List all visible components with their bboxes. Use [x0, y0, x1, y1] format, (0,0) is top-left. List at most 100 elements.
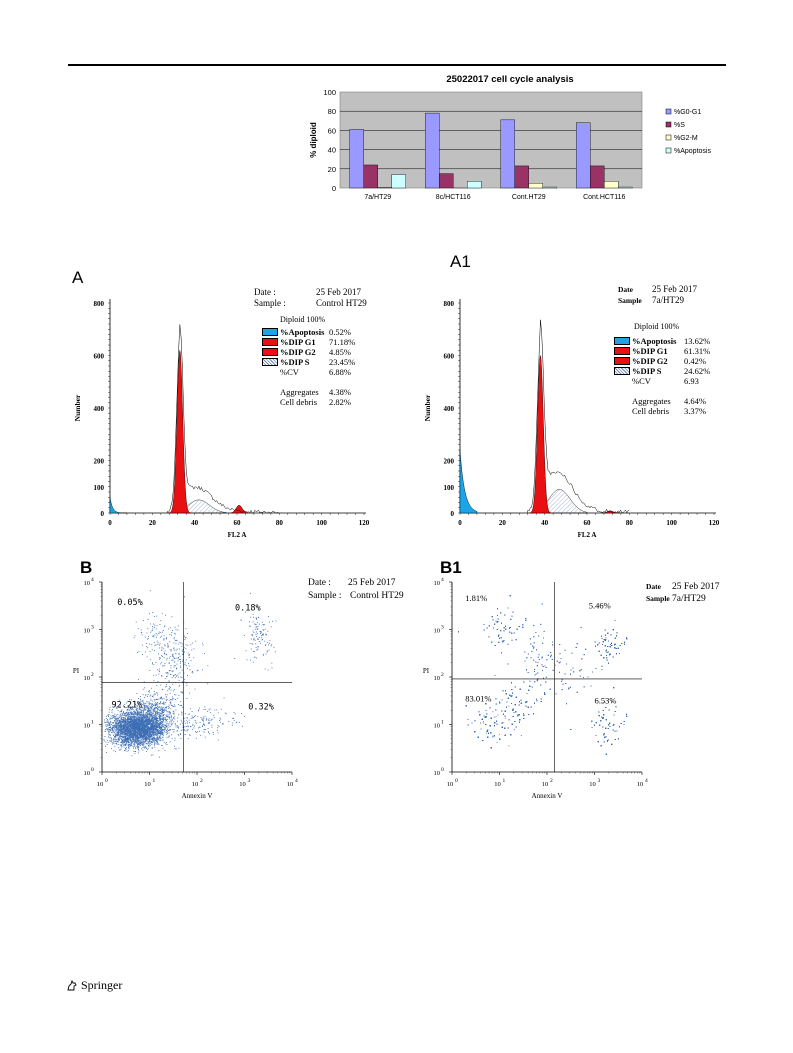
event-dots	[458, 595, 628, 755]
legend-swatch	[665, 134, 672, 141]
apoptosis-region	[459, 449, 478, 514]
debris-value: 2.82%	[329, 397, 351, 407]
legend-value: 24.62%	[684, 366, 711, 376]
legend-extra-row: Cell debris 3.37%	[614, 406, 724, 416]
x-tick-exponent: 4	[645, 778, 648, 784]
y-tick-label: 10	[84, 675, 91, 682]
legend-extra-row: %CV 6.88%	[262, 367, 372, 377]
quadrant-label-ul: 0.05%	[117, 598, 143, 608]
x-tick-label: 10	[144, 781, 151, 788]
y-tick-label: 10	[434, 675, 441, 682]
y-tick-label: 20	[328, 165, 336, 174]
raw-histogram-outline	[166, 324, 280, 514]
y-tick-label: 800	[444, 300, 455, 308]
aggregates-label: Aggregates	[280, 387, 319, 397]
quadrant-label-lr: 0.32%	[248, 702, 274, 712]
x-tick-label: 80	[626, 519, 634, 527]
legend-name: %DIP G2	[280, 347, 316, 357]
sample-value: 7a/HT29	[652, 295, 684, 305]
panel-a-header: Date : 25 Feb 2017 Sample : Control HT29	[254, 287, 367, 309]
legend-value: 0.42%	[684, 356, 706, 366]
cv-label: %CV	[632, 376, 651, 386]
bar	[467, 181, 482, 189]
bar	[514, 165, 529, 189]
publisher-logo: Springer	[66, 978, 122, 993]
bar	[604, 181, 619, 189]
y-axis-label: % diploid	[309, 122, 318, 158]
y-tick-exponent: 3	[441, 625, 444, 631]
x-tick-label: 10	[637, 781, 644, 788]
event-dots	[103, 590, 277, 758]
legend-swatch	[665, 121, 672, 128]
y-tick-exponent: 3	[91, 625, 94, 631]
bar	[542, 186, 557, 189]
date-label: Date	[646, 582, 661, 591]
sample-label: Sample :	[254, 298, 286, 308]
x-tick-label: 10	[447, 781, 454, 788]
x-tick-label: 10	[239, 781, 246, 788]
date-label: Date	[618, 285, 633, 294]
sample-value: Control HT29	[350, 591, 404, 601]
cell-cycle-bar-chart: 25022017 cell cycle analysis 0 20 40 60 80 10…	[290, 70, 730, 210]
sample-value: Control HT29	[316, 298, 367, 308]
legend-value: 4.85%	[329, 347, 351, 357]
raw-histogram-outline	[527, 319, 630, 514]
legend-swatch	[614, 357, 630, 365]
x-tick-label: 40	[541, 519, 549, 527]
quadrant-label-ur: 5.46%	[589, 601, 611, 611]
bar	[363, 164, 378, 189]
cell-cycle-legend-a1: %Apoptosis 13.62% %DIP G1 61.31% %DIP G2 0.42…	[614, 336, 724, 416]
x-tick-label: 60	[584, 519, 592, 527]
x-axis-label: Annexin V	[182, 792, 213, 800]
legend-row: %Apoptosis 0.52%	[262, 327, 372, 337]
legend-value: 71.18%	[329, 337, 356, 347]
y-tick-label: 0	[451, 510, 455, 518]
legend-extra-row: Aggregates 4.64%	[614, 396, 724, 406]
x-tick-exponent: 3	[248, 778, 251, 784]
x-axis-label: FL2 A	[228, 531, 247, 539]
panel-b1-header: Date 25 Feb 2017 Sample 7a/HT29	[646, 581, 720, 605]
publisher-name: Springer	[81, 978, 123, 992]
quadrant-label-ur: 0.18%	[235, 604, 261, 614]
y-tick-exponent: 1	[91, 720, 94, 726]
legend-extra-row: %CV 6.93	[614, 376, 724, 386]
date-value: 25 Feb 2017	[348, 578, 396, 588]
sample-label: Sample	[618, 296, 642, 305]
x-tick-label: Cont.HCT116	[583, 194, 625, 201]
date-label: Date :	[254, 287, 276, 297]
y-tick-label: 40	[328, 146, 336, 155]
y-tick-exponent: 4	[441, 577, 444, 583]
dip-s-region	[544, 489, 588, 514]
quadrant-label-ul: 1.81%	[465, 593, 487, 603]
y-tick-label: 60	[328, 126, 336, 135]
sample-label: Sample :	[308, 591, 342, 601]
legend-name: %DIP G1	[632, 346, 668, 356]
x-tick-label: 10	[192, 781, 199, 788]
springer-horse-icon	[67, 979, 77, 990]
y-tick-label: 200	[444, 458, 455, 466]
dip-s-region	[183, 499, 227, 514]
date-value: 25 Feb 2017	[672, 582, 720, 592]
header-rule	[68, 64, 726, 66]
x-tick-exponent: 3	[598, 778, 601, 784]
legend-extra-row: Aggregates 4.38%	[262, 387, 372, 397]
panel-letter-b1: B1	[440, 558, 462, 577]
y-tick-label: 10	[434, 628, 441, 635]
legend-name: %DIP S	[280, 357, 310, 367]
legend-name: %DIP S	[632, 366, 662, 376]
sample-label: Sample	[646, 594, 670, 603]
y-tick-exponent: 0	[91, 767, 94, 773]
quadrant-label-ll: 83.01%	[465, 694, 491, 704]
legend-swatch	[614, 367, 630, 375]
x-tick-label: 7a/HT29	[364, 194, 391, 201]
x-tick-exponent: 1	[153, 778, 156, 784]
y-tick-label: 100	[94, 484, 105, 492]
legend-row: %DIP S 24.62%	[614, 366, 724, 376]
dip-g1-peak	[169, 350, 191, 514]
y-tick-label: 400	[94, 405, 105, 413]
panel-b-header: Date : 25 Feb 2017 Sample : Control HT29	[308, 577, 404, 603]
y-tick-exponent: 2	[441, 672, 444, 678]
debris-label: Cell debris	[280, 397, 318, 407]
